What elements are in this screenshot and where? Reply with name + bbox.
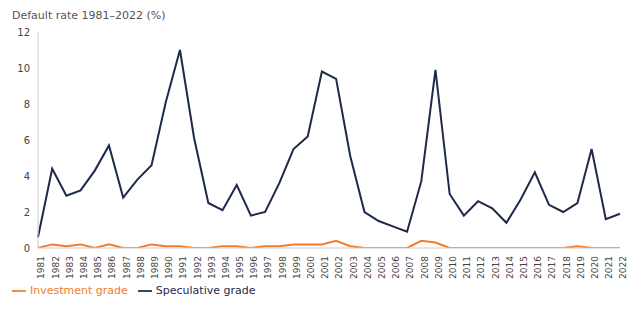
svg-text:1989: 1989 bbox=[150, 256, 160, 279]
svg-text:1997: 1997 bbox=[264, 256, 274, 279]
svg-text:4: 4 bbox=[24, 171, 30, 182]
svg-text:2017: 2017 bbox=[547, 256, 557, 279]
svg-text:1983: 1983 bbox=[65, 256, 75, 279]
svg-text:1990: 1990 bbox=[164, 256, 174, 279]
svg-text:2016: 2016 bbox=[533, 256, 543, 279]
svg-text:2004: 2004 bbox=[363, 256, 373, 279]
svg-text:2019: 2019 bbox=[576, 256, 586, 279]
svg-text:1993: 1993 bbox=[207, 256, 217, 279]
svg-text:2018: 2018 bbox=[562, 256, 572, 279]
svg-text:1992: 1992 bbox=[193, 256, 203, 279]
svg-text:0: 0 bbox=[24, 243, 30, 254]
svg-text:2020: 2020 bbox=[590, 256, 600, 279]
svg-text:12: 12 bbox=[17, 27, 30, 38]
svg-text:1991: 1991 bbox=[178, 256, 188, 279]
svg-text:2002: 2002 bbox=[334, 256, 344, 279]
svg-text:2000: 2000 bbox=[306, 256, 316, 279]
svg-text:2022: 2022 bbox=[618, 256, 628, 279]
svg-text:2012: 2012 bbox=[476, 256, 486, 279]
svg-text:2013: 2013 bbox=[491, 256, 501, 279]
svg-text:6: 6 bbox=[24, 135, 30, 146]
svg-text:2014: 2014 bbox=[505, 256, 515, 279]
svg-text:2003: 2003 bbox=[349, 256, 359, 279]
svg-text:1982: 1982 bbox=[51, 256, 61, 279]
svg-text:10: 10 bbox=[17, 63, 30, 74]
svg-text:1999: 1999 bbox=[292, 256, 302, 279]
svg-text:1988: 1988 bbox=[136, 256, 146, 279]
svg-text:2: 2 bbox=[24, 207, 30, 218]
svg-text:1996: 1996 bbox=[249, 256, 259, 279]
svg-text:1994: 1994 bbox=[221, 256, 231, 279]
svg-text:2008: 2008 bbox=[420, 256, 430, 279]
svg-text:1998: 1998 bbox=[278, 256, 288, 279]
svg-text:2009: 2009 bbox=[434, 256, 444, 279]
html-text:Default rate 1981–2022 (%): Default rate 1981–2022 (%) bbox=[12, 9, 166, 22]
svg-text:2011: 2011 bbox=[462, 256, 472, 279]
svg-text:1984: 1984 bbox=[79, 256, 89, 279]
svg-text:2007: 2007 bbox=[405, 256, 415, 279]
html-text:Speculative grade: Speculative grade bbox=[155, 284, 256, 297]
svg-text:2001: 2001 bbox=[320, 256, 330, 279]
svg-text:2005: 2005 bbox=[377, 256, 387, 279]
svg-text:1986: 1986 bbox=[107, 256, 117, 279]
svg-text:2021: 2021 bbox=[604, 256, 614, 279]
svg-text:1987: 1987 bbox=[122, 256, 132, 279]
svg-text:1995: 1995 bbox=[235, 256, 245, 279]
svg-text:2010: 2010 bbox=[448, 256, 458, 279]
svg-text:8: 8 bbox=[24, 99, 30, 110]
svg-text:2006: 2006 bbox=[391, 256, 401, 279]
svg-text:2015: 2015 bbox=[519, 256, 529, 279]
svg-text:1985: 1985 bbox=[93, 256, 103, 279]
svg-text:1981: 1981 bbox=[36, 256, 46, 279]
html-text:Investment grade: Investment grade bbox=[30, 284, 128, 297]
